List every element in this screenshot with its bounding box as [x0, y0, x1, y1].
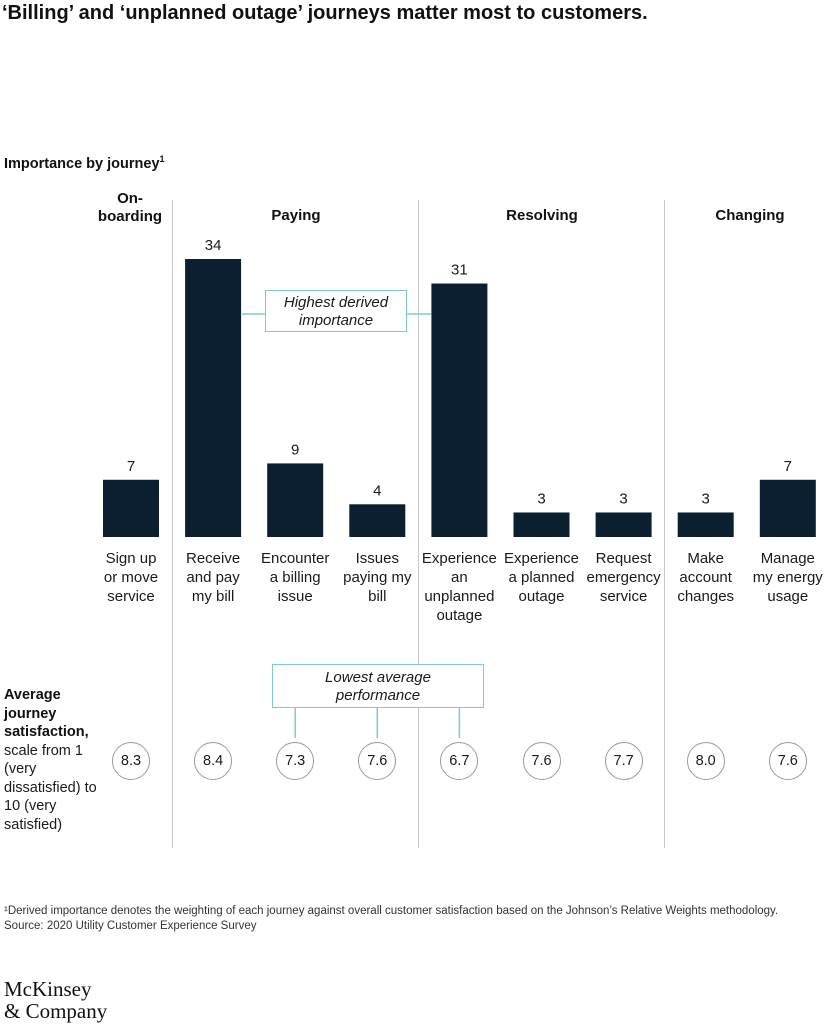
category-label: Request emergency service: [586, 550, 661, 605]
group-changing: Changing: [715, 207, 785, 224]
group-paying: Paying: [271, 207, 321, 224]
bar-value-label: 9: [291, 441, 299, 458]
satisfaction-score-circle: 7.6: [768, 742, 807, 780]
divider-onboarding-paying: [172, 200, 173, 848]
bar-value-label: 31: [451, 262, 468, 279]
category-label: Manage my energy usage: [752, 550, 823, 605]
bar: [431, 283, 488, 537]
bar: [677, 512, 734, 537]
source: Source: 2020 Utility Customer Experience…: [4, 919, 257, 932]
satisfaction-score-circle: 8.0: [686, 742, 725, 780]
average-satisfaction-scale: scale from 1 (very dissatisfied) to 10 (…: [4, 742, 97, 833]
divider-resolving-changing: [664, 200, 665, 848]
satisfaction-score-circle: 8.3: [112, 742, 150, 780]
importance-label-text: Importance by journey: [4, 155, 160, 172]
bar-value-label: 7: [127, 458, 135, 475]
chart-title: ‘Billing’ and ‘unplanned outage’ journey…: [2, 2, 648, 24]
bar-value-label: 3: [537, 490, 545, 507]
category-label: Encounter a billing issue: [260, 550, 330, 605]
satisfaction-score-circle: 8.4: [194, 742, 233, 780]
bar-value-label: 34: [205, 237, 222, 254]
bar-value-label: 3: [619, 490, 627, 507]
callout-lowest-performance: Lowest average performance: [272, 664, 484, 708]
category-label: Experience a planned outage: [503, 550, 580, 605]
bar: [595, 512, 652, 537]
bar-value-label: 7: [784, 458, 792, 475]
group-resolving: Resolving: [506, 207, 578, 224]
satisfaction-score-circle: 6.7: [440, 742, 479, 780]
satisfaction-score-circle: 7.6: [522, 742, 561, 780]
bar: [349, 504, 406, 537]
satisfaction-score-circle: 7.7: [604, 742, 643, 780]
mckinsey-logo: McKinsey & Company: [4, 977, 108, 1023]
footnote: ¹Derived importance denotes the weightin…: [4, 905, 779, 917]
bar: [759, 479, 816, 537]
category-label: Issues paying my bill: [343, 550, 412, 605]
bar-value-label: 4: [373, 482, 381, 499]
footnote-block: ¹Derived importance denotes the weightin…: [4, 904, 778, 933]
group-onboarding: On- boarding: [97, 190, 163, 225]
average-satisfaction-label: Average journey satisfaction, scale from…: [4, 686, 114, 834]
category-label: Experience an unplanned outage: [421, 550, 497, 624]
bar: [513, 512, 570, 537]
callout-highest-importance: Highest derived importance: [265, 290, 407, 332]
average-satisfaction-label-bold: Average journey satisfaction,: [4, 687, 89, 740]
category-label: Receive and pay my bill: [185, 550, 241, 605]
importance-label: Importance by journey1: [4, 154, 165, 172]
category-label: Make account changes: [677, 550, 735, 605]
satisfaction-score-circle: 7.3: [276, 742, 315, 780]
bar-value-label: 3: [702, 490, 710, 507]
bar: [103, 479, 159, 537]
footnote-marker: 1: [159, 154, 165, 164]
bar: [185, 259, 242, 537]
category-label: Sign up or move service: [103, 550, 159, 605]
bar: [267, 463, 324, 537]
satisfaction-score-circle: 7.6: [358, 742, 397, 780]
divider-paying-resolving: [418, 200, 419, 848]
